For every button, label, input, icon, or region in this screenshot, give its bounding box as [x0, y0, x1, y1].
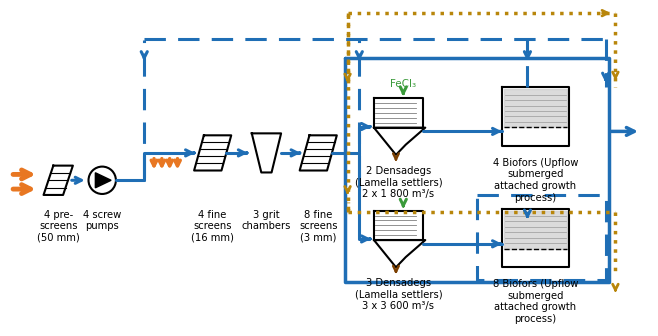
- Text: 8 Biofors (Upflow
submerged
attached growth
process): 8 Biofors (Upflow submerged attached gro…: [493, 279, 578, 324]
- Text: FeCl₃: FeCl₃: [390, 79, 417, 89]
- Polygon shape: [95, 173, 111, 188]
- Text: 4 screw
pumps: 4 screw pumps: [83, 210, 121, 231]
- Text: 3 Densadegs
(Lamella settlers)
3 x 3 600 m³/s: 3 Densadegs (Lamella settlers) 3 x 3 600…: [355, 278, 442, 311]
- Text: 4 Biofors (Upflow
submerged
attached growth
process): 4 Biofors (Upflow submerged attached gro…: [493, 158, 578, 203]
- Text: 2 Densadegs
(Lamella settlers)
2 x 1 800 m³/s: 2 Densadegs (Lamella settlers) 2 x 1 800…: [355, 166, 442, 199]
- Text: 4 fine
screens
(16 mm): 4 fine screens (16 mm): [191, 210, 234, 243]
- Text: 4 pre-
screens
(50 mm): 4 pre- screens (50 mm): [37, 210, 80, 243]
- Text: 8 fine
screens
(3 mm): 8 fine screens (3 mm): [299, 210, 338, 243]
- Text: 3 grit
chambers: 3 grit chambers: [241, 210, 291, 231]
